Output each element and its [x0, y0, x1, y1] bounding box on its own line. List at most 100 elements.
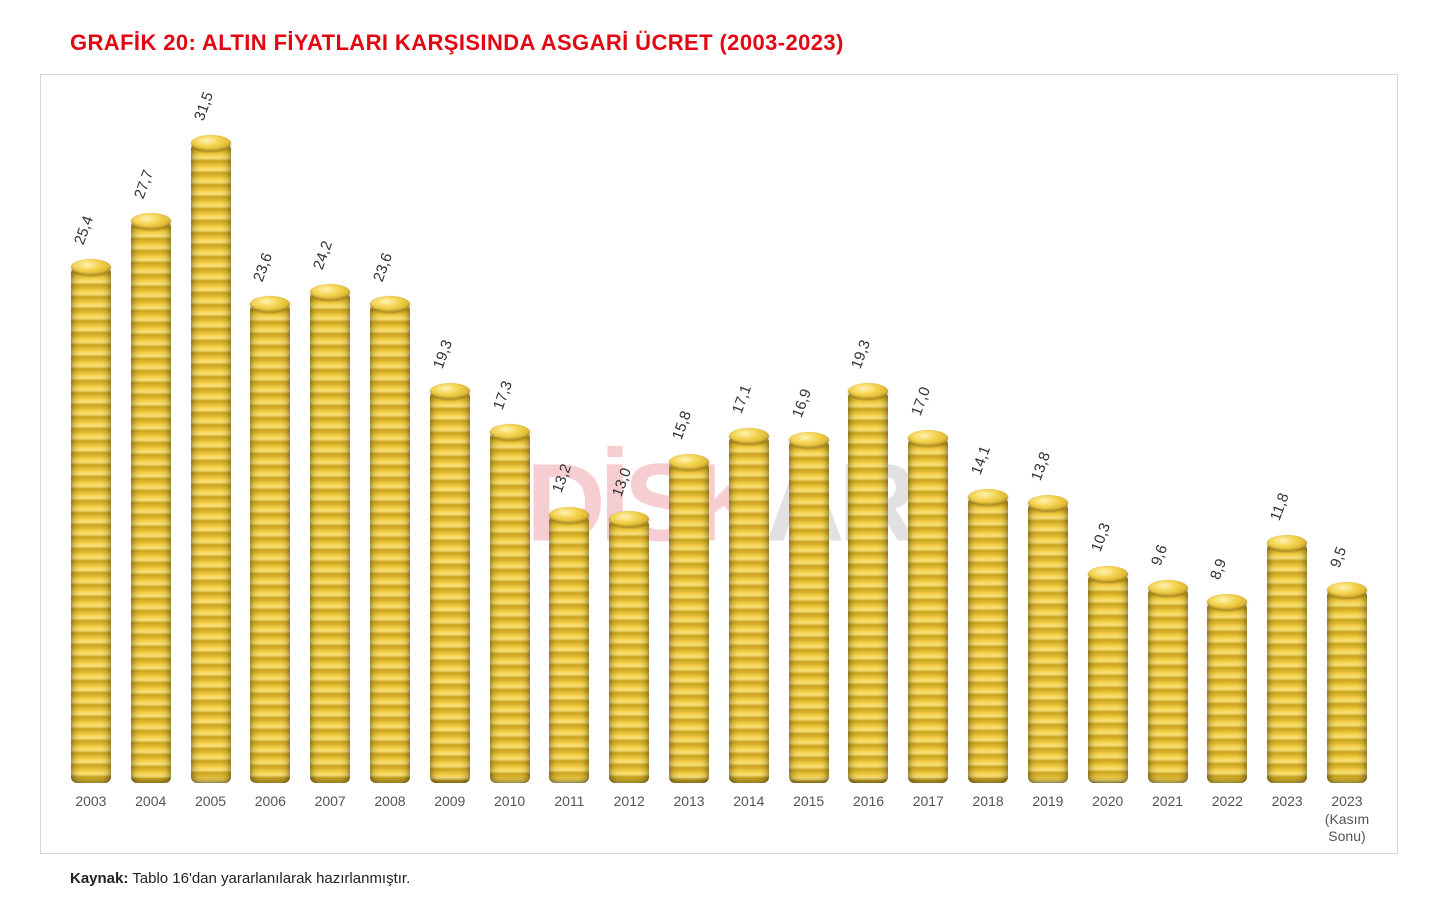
value-label: 19,3 [430, 338, 456, 371]
coin-top [669, 454, 709, 470]
x-tick: 2019 [1018, 787, 1078, 843]
coin-stack [729, 436, 769, 783]
coin-top [310, 284, 350, 300]
bar-cell: 23,6 [360, 95, 420, 783]
stack-body [250, 304, 290, 783]
value-label: 31,5 [191, 90, 217, 123]
coin-stack [908, 438, 948, 783]
value-label: 10,3 [1088, 521, 1114, 554]
stack-body [789, 440, 829, 783]
bar-cell: 13,0 [599, 95, 659, 783]
stack-body [1088, 574, 1128, 783]
bar-cell: 14,1 [958, 95, 1018, 783]
coin-top [968, 489, 1008, 505]
x-tick: 2005 [181, 787, 241, 843]
x-tick: 2007 [300, 787, 360, 843]
bar-cell: 31,5 [181, 95, 241, 783]
value-label: 27,7 [131, 168, 157, 201]
x-tick: 2023(KasımSonu) [1317, 787, 1377, 843]
coin-stack [490, 432, 530, 783]
bar-cell: 16,9 [779, 95, 839, 783]
x-tick: 2013 [659, 787, 719, 843]
coin-stack [71, 267, 111, 783]
coin-top [131, 213, 171, 229]
plot-area: 25,4 27,7 31,5 23,6 24,2 23,6 19,3 17,3 13,2 13,0… [61, 95, 1377, 783]
chart-frame: DİSKAR 25,427,731,523,624,223,619,317,31… [40, 74, 1398, 854]
bars-container: 25,4 27,7 31,5 23,6 24,2 23,6 19,3 17,3 13,2 13,0… [61, 95, 1377, 783]
coin-stack [1088, 574, 1128, 783]
value-label: 9,5 [1327, 545, 1350, 570]
coin-stack [1148, 588, 1188, 783]
value-label: 23,6 [370, 251, 396, 284]
x-axis: 2003200420052006200720082009201020112012… [61, 787, 1377, 843]
x-tick: 2009 [420, 787, 480, 843]
bar-cell: 19,3 [839, 95, 899, 783]
x-tick: 2023 [1257, 787, 1317, 843]
x-tick: 2011 [540, 787, 600, 843]
coin-stack [609, 519, 649, 783]
stack-body [729, 436, 769, 783]
bar-cell: 10,3 [1078, 95, 1138, 783]
source-caption: Kaynak: Tablo 16'dan yararlanılarak hazı… [70, 870, 1398, 887]
coin-top [370, 296, 410, 312]
stack-body [848, 391, 888, 783]
stack-body [71, 267, 111, 783]
coin-stack [669, 462, 709, 783]
bar-cell: 13,2 [540, 95, 600, 783]
coin-top [430, 383, 470, 399]
coin-top [490, 424, 530, 440]
coin-stack [131, 221, 171, 783]
value-label: 17,1 [729, 383, 755, 416]
stack-body [430, 391, 470, 783]
value-label: 9,6 [1148, 543, 1171, 568]
value-label: 15,8 [669, 409, 695, 442]
stack-body [191, 143, 231, 783]
value-label: 11,8 [1267, 491, 1293, 523]
coin-stack [250, 304, 290, 783]
bar-cell: 24,2 [300, 95, 360, 783]
value-label: 17,0 [908, 385, 934, 418]
coin-stack [191, 143, 231, 783]
stack-body [310, 292, 350, 783]
chart-title: GRAFİK 20: ALTIN FİYATLARI KARŞISINDA AS… [70, 30, 1398, 56]
x-tick: 2003 [61, 787, 121, 843]
stack-body [1028, 503, 1068, 783]
coin-stack [1028, 503, 1068, 783]
stack-body [549, 515, 589, 783]
coin-top [191, 135, 231, 151]
coin-stack [789, 440, 829, 783]
stack-body [1148, 588, 1188, 783]
bar-cell: 13,8 [1018, 95, 1078, 783]
value-label: 14,1 [968, 444, 994, 477]
x-tick: 2022 [1197, 787, 1257, 843]
coin-stack [430, 391, 470, 783]
x-tick: 2008 [360, 787, 420, 843]
stack-body [131, 221, 171, 783]
bar-cell: 15,8 [659, 95, 719, 783]
stack-body [609, 519, 649, 783]
stack-body [490, 432, 530, 783]
bar-cell: 11,8 [1257, 95, 1317, 783]
x-tick: 2004 [121, 787, 181, 843]
stack-body [1267, 543, 1307, 783]
x-tick: 2017 [898, 787, 958, 843]
stack-body [968, 497, 1008, 783]
bar-cell: 19,3 [420, 95, 480, 783]
stack-body [669, 462, 709, 783]
coin-top [1327, 582, 1367, 598]
stack-body [1327, 590, 1367, 783]
coin-top [1267, 535, 1307, 551]
bar-cell: 17,0 [898, 95, 958, 783]
value-label: 13,2 [549, 462, 575, 495]
coin-top [1028, 495, 1068, 511]
value-label: 8,9 [1207, 557, 1230, 582]
coin-stack [1327, 590, 1367, 783]
x-tick: 2021 [1138, 787, 1198, 843]
bar-cell: 17,1 [719, 95, 779, 783]
value-label: 23,6 [250, 251, 276, 284]
caption-text: Tablo 16'dan yararlanılarak hazırlanmışt… [132, 870, 410, 887]
coin-top [1148, 580, 1188, 596]
coin-stack [370, 304, 410, 783]
value-label: 25,4 [71, 214, 97, 247]
bar-cell: 17,3 [480, 95, 540, 783]
